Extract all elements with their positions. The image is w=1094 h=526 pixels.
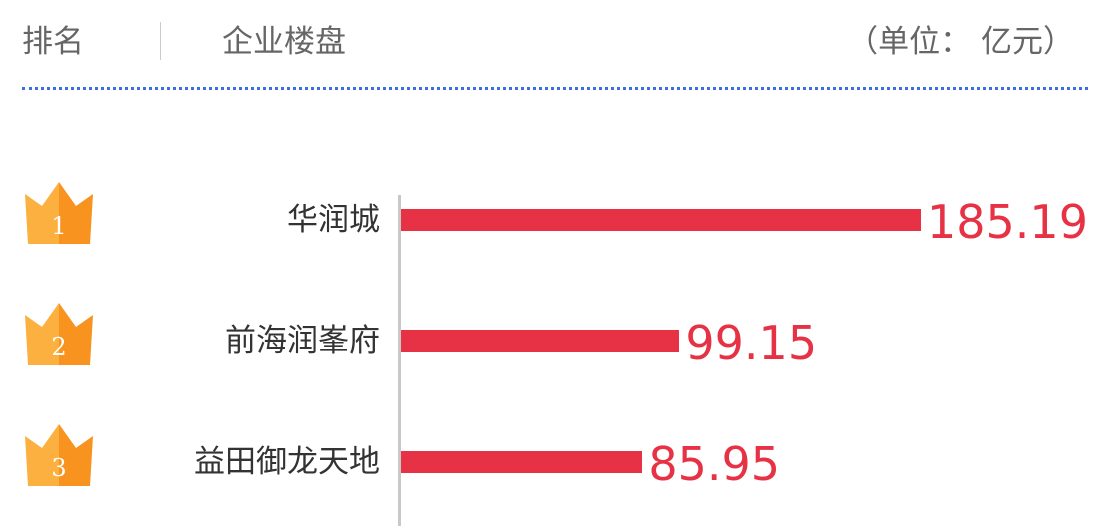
dotted-divider bbox=[22, 87, 1088, 90]
rank-number: 1 bbox=[51, 212, 66, 240]
category-label: 华润城 bbox=[287, 202, 380, 238]
rank-crown-icon: 3 bbox=[25, 424, 93, 486]
project-header: 企业楼盘 bbox=[222, 24, 346, 60]
rank-number: 2 bbox=[51, 333, 66, 361]
bar bbox=[401, 330, 680, 352]
header-divider bbox=[160, 22, 161, 60]
y-axis-line bbox=[398, 195, 401, 526]
rank-crown-icon: 1 bbox=[25, 182, 93, 244]
rank-crown-icon: 2 bbox=[25, 303, 93, 365]
rank-header: 排名 bbox=[22, 24, 84, 60]
value-label: 99.15 bbox=[685, 316, 818, 370]
bar bbox=[401, 209, 921, 231]
value-label: 185.19 bbox=[927, 195, 1088, 249]
rank-number: 3 bbox=[51, 454, 66, 482]
value-label: 85.95 bbox=[648, 437, 781, 491]
category-label: 益田御龙天地 bbox=[194, 444, 380, 480]
unit-label: （单位： 亿元） bbox=[847, 24, 1074, 60]
category-label: 前海润峯府 bbox=[225, 323, 380, 359]
bar bbox=[401, 451, 643, 473]
